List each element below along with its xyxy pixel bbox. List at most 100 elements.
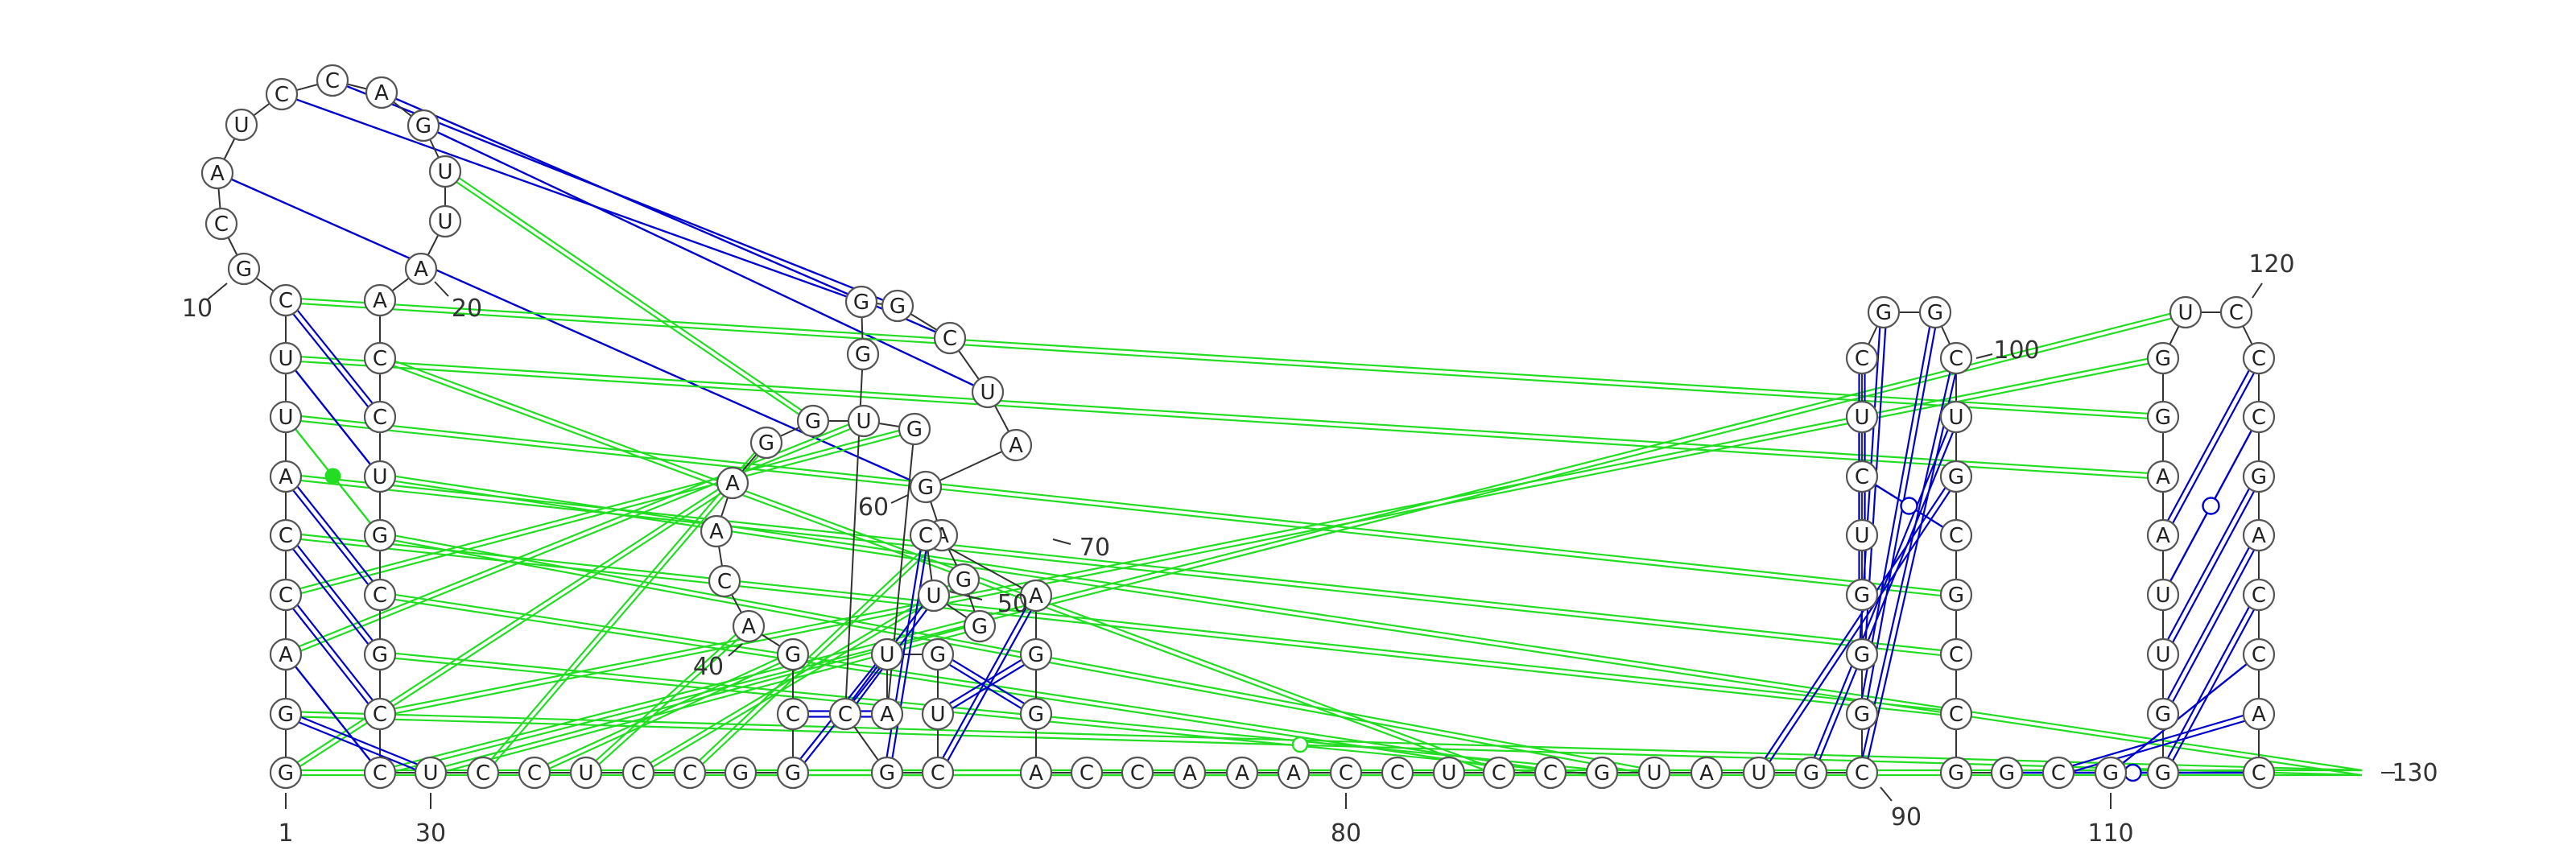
nucleotide-circle: [466, 756, 500, 790]
nucleotide-letter: A: [373, 289, 387, 313]
index-tick: [728, 643, 743, 657]
nucleotide-circle: [1637, 756, 1671, 790]
nucleotide-letter: C: [1949, 703, 1963, 727]
open-pair-marker: [2124, 763, 2142, 782]
nucleotide-letter: G: [2155, 347, 2171, 371]
nucleotide-circle: [2146, 637, 2180, 671]
nucleotide-letter: G: [2103, 761, 2119, 786]
nucleotide-letter: G: [930, 643, 946, 667]
nucleotide-letter: U: [423, 761, 438, 786]
nucleotide-circle: [716, 466, 749, 500]
long-range-pair-line: [443, 172, 812, 424]
open-pair-marker: [2202, 497, 2220, 515]
nucleotide: U: [847, 404, 881, 438]
nucleotide-circle: [404, 252, 438, 286]
nucleotide-letter: C: [683, 761, 697, 786]
nucleotide-circle: [2219, 295, 2253, 329]
watson-crick-pair: [292, 548, 369, 645]
long-range-pair-line: [217, 171, 927, 489]
single-bond-pair: [2122, 662, 2248, 765]
nucleotide: U: [921, 697, 955, 731]
nucleotide-letter: U: [1854, 524, 1869, 548]
nucleotide: C: [363, 400, 397, 434]
nucleotide: C: [2242, 578, 2276, 612]
index-label: 50: [997, 590, 1028, 618]
index-tick: [1975, 353, 1993, 359]
long-range-pair-line: [380, 531, 1655, 772]
watson-crick-pair: [296, 309, 374, 404]
nucleotide-letter: G: [906, 418, 923, 442]
nucleotide: U: [870, 637, 904, 671]
nucleotide: U: [363, 460, 397, 493]
index-label: 40: [693, 653, 724, 681]
index-tick: [890, 494, 909, 504]
long-range-pair-line: [379, 354, 2163, 713]
nucleotide-letter: A: [1183, 761, 1197, 786]
nucleotide-letter: A: [414, 258, 428, 282]
nucleotide: C: [909, 518, 943, 552]
nucleotide-circle: [2146, 697, 2180, 731]
nucleotide-circle: [1585, 756, 1619, 790]
watson-crick-pair: [300, 716, 419, 765]
nucleotide: G: [2146, 400, 2180, 434]
nucleotide: U: [2169, 295, 2202, 329]
nucleotide-circle: [846, 337, 880, 371]
nucleotide-letter: C: [279, 289, 293, 313]
nucleotide-circle: [1939, 697, 1973, 731]
nucleotide-circle: [999, 428, 1033, 462]
index-tick: [434, 281, 449, 297]
nucleotide: A: [363, 283, 397, 317]
nucleotide-circle: [947, 563, 980, 596]
nucleotide: U: [569, 756, 603, 790]
nucleotide-letter: G: [972, 615, 988, 639]
nucleotide-circle: [200, 156, 234, 190]
nucleotide-letter: G: [1854, 584, 1870, 608]
nucleotide: G: [870, 756, 904, 790]
index-label: 120: [2248, 250, 2294, 278]
watson-crick-pair: [292, 608, 369, 704]
nucleotide-letter: G: [372, 524, 388, 548]
nucleotide-circle: [2146, 756, 2180, 790]
nucleotide-circle: [776, 756, 810, 790]
nucleotide-letter: C: [1080, 761, 1094, 786]
watson-crick-pair: [947, 609, 1032, 761]
watson-crick-pair: [1860, 326, 1931, 699]
nucleotide-circle: [708, 564, 741, 598]
nucleotide-circle: [1381, 756, 1414, 790]
nucleotide-letter: U: [926, 584, 941, 609]
nucleotide-letter: C: [373, 584, 387, 608]
nucleotide-circle: [569, 756, 603, 790]
nucleotide-circle: [1277, 756, 1311, 790]
index-label: 100: [1993, 336, 2039, 365]
nucleotide-circle: [621, 756, 655, 790]
nucleotide-circle: [1019, 637, 1053, 671]
nucleotide-letter: C: [1949, 524, 1963, 548]
nucleotide-letter: C: [373, 347, 387, 371]
nucleotide: U: [1845, 400, 1879, 434]
nucleotide-circle: [269, 697, 303, 731]
nucleotide-letter: A: [880, 703, 894, 727]
nucleotide: G: [881, 289, 914, 323]
nucleotide-letter: C: [786, 703, 800, 727]
nucleotide: G: [796, 404, 830, 438]
nucleotide: C: [1070, 756, 1104, 790]
nucleotide: G: [1845, 697, 1879, 731]
nucleotide-letter: C: [838, 703, 852, 727]
nucleotide-letter: U: [1441, 761, 1456, 786]
nucleotide-circle: [776, 697, 810, 731]
nucleotide-letter: U: [278, 347, 293, 371]
nucleotide-circle: [921, 756, 955, 790]
nucleotide-letter: G: [278, 761, 294, 786]
nucleotide-letter: C: [275, 83, 289, 107]
nucleotide: C: [466, 756, 500, 790]
nucleotide-letter: G: [855, 343, 871, 367]
nucleotide: G: [2146, 756, 2180, 790]
nucleotide: C: [1939, 637, 1973, 671]
nucleotide-letter: U: [856, 410, 871, 434]
nucleotide: G: [724, 756, 758, 790]
nucleotide-letter: U: [930, 703, 945, 727]
long-range-pair-line: [446, 168, 815, 420]
watson-crick-pair: [948, 663, 1022, 710]
nucleotide-circle: [1939, 637, 1973, 671]
long-range-interactions: [217, 79, 2363, 777]
